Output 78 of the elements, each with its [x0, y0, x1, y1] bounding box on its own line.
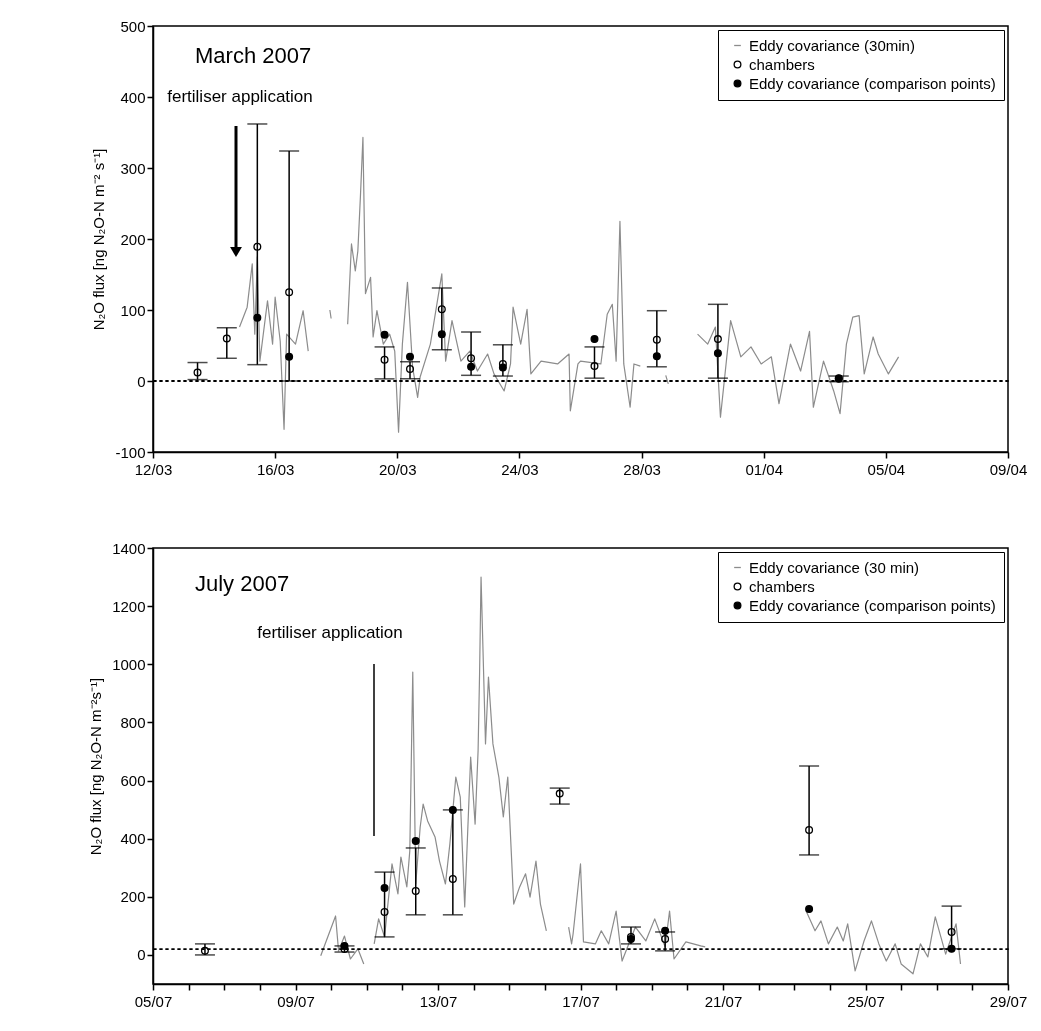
x-tick-label: 28/03	[623, 460, 661, 478]
x-tick-label: 21/07	[704, 992, 743, 1010]
point	[713, 349, 722, 358]
point	[380, 330, 389, 339]
legend-label: Eddy covariance (30min)	[749, 36, 915, 54]
point	[467, 362, 476, 371]
point	[947, 927, 956, 936]
y-tick-label: 0	[137, 372, 146, 390]
y-tick-label: 400	[120, 88, 146, 106]
point	[437, 330, 446, 339]
x-tick-label: 20/03	[379, 460, 417, 478]
point	[590, 335, 599, 344]
y-tick-label: 1200	[112, 597, 146, 615]
x-tick-label: 12/03	[134, 460, 173, 478]
annotation: fertiliser application	[167, 87, 313, 106]
y-tick-label: 800	[120, 713, 146, 731]
x-tick-label: 05/07	[134, 992, 173, 1010]
point	[406, 352, 415, 361]
legend-label: Eddy covariance (30 min)	[749, 558, 920, 576]
x-tick-label: 29/07	[989, 992, 1028, 1010]
point	[661, 934, 670, 943]
point	[222, 334, 231, 343]
point	[193, 368, 202, 377]
point	[805, 825, 814, 834]
legend-label: chambers	[749, 55, 815, 73]
point	[467, 354, 476, 363]
y-tick-label: 200	[120, 888, 146, 906]
x-tick-label: 01/04	[745, 460, 783, 478]
legend-label: Eddy covariance (comparison points)	[749, 74, 996, 92]
point	[285, 288, 294, 297]
x-tick-label: 13/07	[419, 992, 458, 1010]
x-tick-label: 09/04	[989, 460, 1028, 478]
point	[285, 352, 294, 361]
point	[340, 941, 349, 950]
point	[437, 305, 446, 314]
point	[498, 359, 507, 368]
point	[661, 926, 670, 935]
text: July 2007	[195, 571, 290, 596]
y-tick-label: 0	[137, 946, 146, 964]
point	[652, 352, 661, 361]
y-tick-label: 100	[120, 301, 146, 319]
point	[805, 905, 814, 914]
point	[253, 313, 262, 322]
x-tick-label: 09/07	[277, 992, 315, 1010]
point	[652, 335, 661, 344]
text: March 2007	[195, 43, 312, 68]
point	[448, 875, 457, 884]
y-tick-label: 200	[120, 230, 146, 248]
x-tick-label: 05/04	[867, 460, 906, 478]
y-tick-label: 1400	[112, 539, 146, 557]
point	[498, 363, 507, 372]
x-tick-label: 17/07	[562, 992, 600, 1010]
annotation: fertiliser application	[257, 623, 403, 642]
y-tick-label: 400	[120, 830, 146, 848]
point	[590, 362, 599, 371]
x-tick-label: 25/07	[847, 992, 885, 1010]
point	[380, 355, 389, 364]
point	[380, 907, 389, 916]
y-tick-label: 600	[120, 772, 146, 790]
y-tick-label: 500	[120, 17, 146, 35]
legend-label: Eddy covariance (comparison points)	[749, 596, 996, 614]
point	[713, 335, 722, 344]
point	[406, 364, 415, 373]
y-tick-label: 1000	[112, 655, 146, 673]
point	[448, 805, 457, 814]
x-tick-label: 24/03	[501, 460, 539, 478]
point	[411, 886, 420, 895]
x-tick-label: 16/03	[256, 460, 295, 478]
y-axis-title: N₂O flux [ng N₂O-N m⁻²s⁻¹]	[87, 677, 105, 856]
y-tick-label: -100	[115, 443, 146, 461]
point	[555, 789, 564, 798]
legend-label: chambers	[749, 577, 815, 595]
point	[200, 946, 209, 955]
point	[380, 884, 389, 893]
point	[411, 836, 420, 845]
y-axis-title: N₂O flux [ng N₂O-N m⁻² s⁻¹]	[90, 148, 108, 331]
y-tick-label: 300	[120, 159, 146, 177]
point	[253, 242, 262, 251]
